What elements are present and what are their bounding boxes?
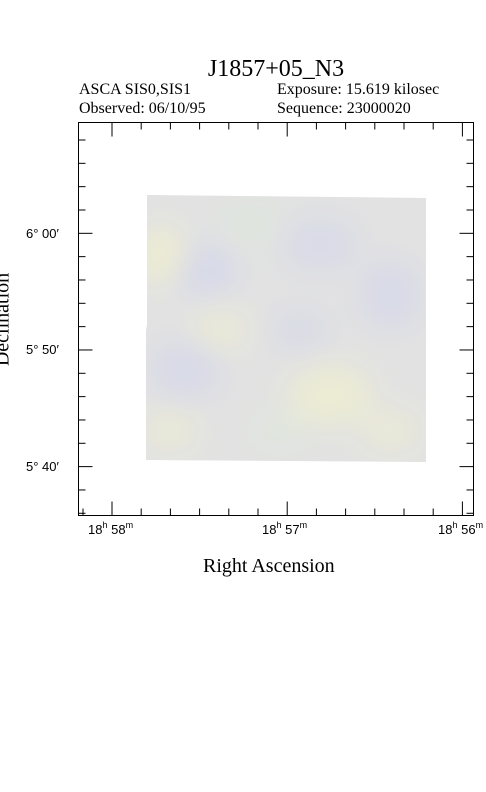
x-tick-label: 18h 58m	[88, 520, 134, 538]
y-tick-label: 6° 00′	[26, 226, 59, 241]
instrument-label: ASCA SIS0,SIS1	[79, 81, 192, 98]
xray-image	[146, 195, 426, 462]
sequence-label: Sequence: 23000020	[277, 100, 411, 117]
y-tick-label: 5° 40′	[26, 459, 59, 474]
plot-frame	[78, 122, 474, 516]
y-axis-title: Declination	[0, 272, 14, 367]
x-tick-label: 18h 56m	[438, 520, 484, 538]
axis-ticks	[78, 122, 474, 516]
observed-label: Observed: 06/10/95	[79, 100, 206, 117]
x-tick-label: 18h 57m	[262, 520, 308, 538]
exposure-label: Exposure: 15.619 kilosec	[277, 81, 440, 98]
y-tick-label: 5° 50′	[26, 342, 59, 357]
x-axis-title: Right Ascension	[203, 555, 335, 577]
image-title: J1857+05_N3	[207, 56, 345, 82]
